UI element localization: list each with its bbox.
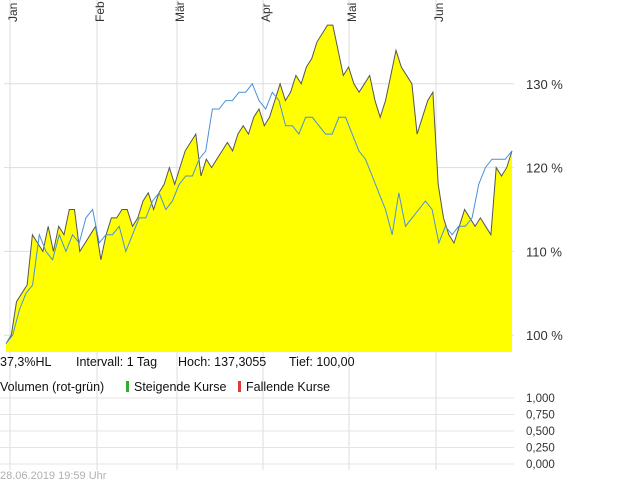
month-tick: Feb [93,1,107,22]
legend-falling: Fallende Kurse [238,380,330,394]
month-axis: Jan Feb Mär Apr Mai Jun [6,1,446,22]
volume-y-tick: 0,500 [526,426,555,438]
volume-y-tick: 1,000 [526,393,555,405]
rising-label: Steigende Kurse [134,380,227,394]
stats-bar: 37,3%HL Intervall: 1 Tag Hoch: 137,3055 … [0,355,520,373]
price-y-tick: 100 % [526,328,563,343]
volume-y-tick: 0,750 [526,410,555,422]
interval-stat: Intervall: 1 Tag [76,355,158,369]
price-y-tick: 120 % [526,161,563,176]
price-area-layer [5,24,513,352]
price-y-tick: 130 % [526,77,563,92]
month-tick: Jan [6,3,20,22]
price-y-axis: 100 % 110 % 120 % 130 % [526,77,563,343]
volume-legend: Volumen (rot-grün) Steigende Kurse Falle… [0,380,520,396]
legend-rising: Steigende Kurse [126,380,226,394]
volume-y-tick: 0,250 [526,443,555,455]
performance-stat: 37,3%HL [0,355,52,369]
compare-line [5,82,513,344]
rising-swatch [126,381,129,392]
month-tick: Apr [259,3,273,22]
compare-line-layer [5,82,513,344]
month-tick: Mai [345,3,359,22]
price-y-tick: 110 % [526,244,562,259]
price-area [6,25,512,352]
falling-label: Fallende Kurse [246,380,331,394]
high-stat: Hoch: 137,3055 [178,355,267,369]
month-tick: Jun [432,3,446,22]
volume-y-tick: 0,000 [526,459,555,471]
falling-swatch [238,381,241,392]
volume-panel: 1,000 0,750 0,500 0,250 0,000 [0,393,555,471]
price-area-outline [5,24,513,344]
timestamp-footer: 28.06.2019 19:59 Uhr [0,470,107,482]
month-tick: Mär [173,1,187,22]
low-stat: Tief: 100,00 [289,355,355,369]
volume-legend-title: Volumen (rot-grün) [0,380,105,394]
